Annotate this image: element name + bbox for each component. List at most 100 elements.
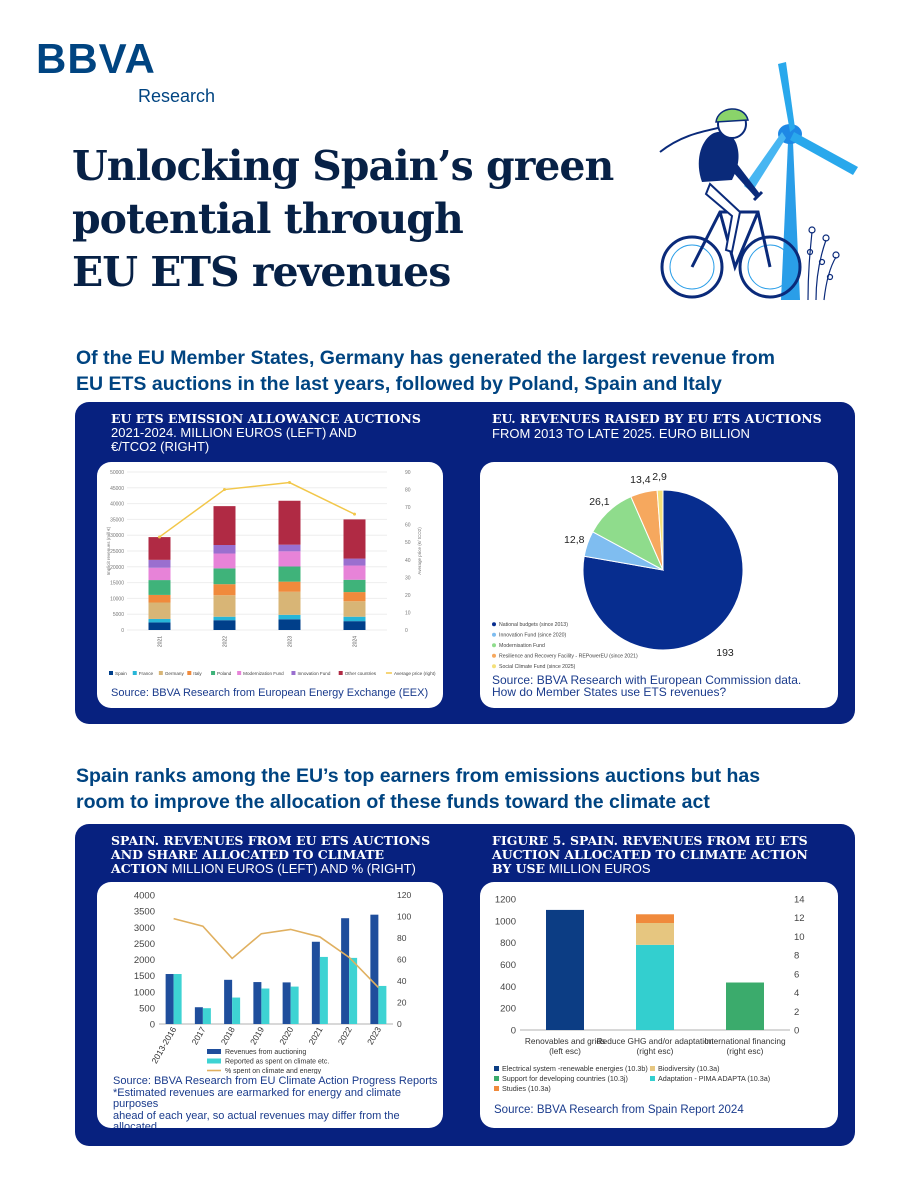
legend-swatch-germany bbox=[158, 671, 163, 675]
y-tick-label: 3500 bbox=[134, 907, 155, 918]
bike-rear-wheel bbox=[660, 235, 724, 299]
pie-value-label: 193 bbox=[716, 647, 734, 659]
y2-tick-label: 14 bbox=[794, 895, 805, 906]
legend-swatch-modernization-fund bbox=[237, 671, 242, 675]
y2-tick-label: 80 bbox=[397, 933, 407, 943]
bar-italy-2022 bbox=[213, 584, 236, 596]
bar-support-for-developing-countries-10-3j-international-financing-right-esc bbox=[726, 982, 764, 1030]
pie-value-label: 13,4 bbox=[630, 474, 651, 486]
legend-swatch-support-for-developing-countries-10-3j bbox=[494, 1076, 499, 1081]
y-tick-label: 2500 bbox=[134, 939, 155, 950]
legend-label-electrical-system-renewable-energies-10-3b: Electrical system -renewable energies (1… bbox=[502, 1064, 648, 1073]
y-tick-label: 200 bbox=[500, 1004, 516, 1015]
plants bbox=[806, 226, 840, 301]
turbine-blade-right bbox=[790, 132, 858, 175]
x-tick-label: 2018 bbox=[219, 1025, 237, 1047]
card3: 0 500 1000 1500 2000 2500 3000 3500 4000 0 20 40 60 8… bbox=[97, 882, 443, 1128]
bar-germany-2022 bbox=[213, 595, 236, 617]
bar-reported-as-spent-on-climate-etc-2017 bbox=[202, 1008, 211, 1024]
legend-label-spain: Spain bbox=[115, 671, 127, 676]
bar-reported-as-spent-on-climate-etc-2013-2016 bbox=[173, 974, 182, 1024]
y2-tick-label: 50 bbox=[405, 540, 411, 546]
bar-france-2022 bbox=[213, 616, 236, 621]
y2-tick-label: 40 bbox=[405, 558, 411, 564]
card4-source: Source: BBVA Research from Spain Report … bbox=[494, 1104, 744, 1116]
rider-legs bbox=[704, 182, 742, 254]
card3-title-3: ACTION bbox=[111, 861, 169, 876]
bar-reported-as-spent-on-climate-etc-2023 bbox=[378, 985, 387, 1024]
card1-chart: 0 5000 10000 15000 20000 25000 30000 35000 40000… bbox=[106, 470, 436, 676]
legend-swatch-other-countries bbox=[338, 671, 343, 675]
legend-label-innovation-fund-since-2020: Innovation Fund (since 2020) bbox=[499, 633, 566, 639]
x-tick-label: 2023 bbox=[365, 1025, 383, 1047]
bar-revenues-from-auctioning-2023 bbox=[370, 914, 379, 1024]
y2-tick-label: 70 bbox=[405, 505, 411, 511]
pie-slice-social-climate-fund-since-2025 bbox=[656, 489, 664, 571]
bar-revenues-from-auctioning-2022 bbox=[341, 918, 350, 1024]
card1-source: Source: BBVA Research from European Ener… bbox=[111, 687, 429, 699]
y-tick-label: 1000 bbox=[134, 987, 155, 998]
y2-tick-label: 10 bbox=[794, 932, 805, 943]
bar-innovation-fund-2024 bbox=[343, 558, 366, 566]
logo-subtitle: Research bbox=[138, 86, 216, 106]
bar-biodiversity-10-3a-reduce-ghg-and-or-adaptation-right-esc bbox=[636, 923, 674, 945]
y2-tick-label: 6 bbox=[794, 969, 799, 980]
card3-title-2: AND SHARE ALLOCATED TO CLIMATE bbox=[111, 847, 385, 862]
card3-source: Source: BBVA Research from EU Climate Ac… bbox=[113, 1075, 443, 1128]
y-tick-label: 4000 bbox=[134, 891, 155, 902]
y2-tick-label: 100 bbox=[397, 912, 411, 922]
legend-label-modernisation-fund: Modernisation Fund bbox=[499, 643, 545, 649]
card4-title-1: FIGURE 5. SPAIN. REVENUES FROM EU ETS bbox=[492, 833, 808, 848]
card2: 193 12,8 26,1 13,4 2,9 National budgets (sinc… bbox=[480, 462, 838, 708]
turbine-tower bbox=[781, 142, 800, 300]
section2-headline: Spain ranks among the EU’s top earners f… bbox=[76, 763, 760, 815]
legend-label-italy: Italy bbox=[193, 671, 202, 676]
y-tick-label: 15000 bbox=[110, 581, 124, 587]
card1-subtitle-2: €/TCO2 (RIGHT) bbox=[111, 439, 210, 454]
y2-tick-label: 30 bbox=[405, 575, 411, 581]
card4-subtitle: MILLION EUROS bbox=[545, 861, 651, 876]
legend-swatch-adaptation-pima-adapta-10-3a bbox=[650, 1076, 655, 1081]
percent-line bbox=[173, 917, 379, 989]
y-tick-label: 600 bbox=[500, 960, 516, 971]
legend-label-france: France bbox=[139, 671, 154, 676]
bike-front-wheel bbox=[738, 235, 802, 299]
cyclist-illustration bbox=[659, 62, 858, 301]
price-line bbox=[159, 481, 355, 538]
y-tick-label: 30000 bbox=[110, 533, 124, 539]
y2-tick-label: 12 bbox=[794, 913, 805, 924]
legend-label-other-countries: Other countries bbox=[345, 671, 377, 676]
legend-label-price: Average price (right) bbox=[394, 671, 436, 676]
legend-label-biodiversity-10-3a: Biodiversity (10.3a) bbox=[658, 1064, 720, 1073]
section2-headline-line-2: room to improve the allocation of these … bbox=[76, 791, 710, 813]
bar-modernization-fund-2023 bbox=[278, 551, 301, 567]
x-tick-label-sub: (right esc) bbox=[637, 1046, 674, 1056]
x-tick-label: 2021 bbox=[158, 636, 164, 647]
bar-other-countries-2023 bbox=[278, 500, 301, 545]
card2-subtitle: FROM 2013 TO LATE 2025. EURO BILLION bbox=[492, 426, 750, 441]
bar-innovation-fund-2022 bbox=[213, 544, 236, 554]
legend-label-poland: Poland bbox=[217, 671, 232, 676]
legend-swatch-social-climate-fund-since-2025 bbox=[492, 664, 496, 669]
y-tick-label: 2000 bbox=[134, 955, 155, 966]
y2-tick-label: 90 bbox=[405, 470, 411, 476]
legend-label-modernization-fund: Modernization Fund bbox=[243, 671, 284, 676]
bar-modernization-fund-2021 bbox=[148, 567, 171, 581]
y-tick-label: 0 bbox=[121, 628, 124, 634]
legend-label-germany: Germany bbox=[165, 671, 185, 676]
turbine-blade-left bbox=[744, 132, 786, 192]
y2-tick-label: 20 bbox=[397, 998, 407, 1008]
y2-tick-label: 0 bbox=[405, 628, 408, 634]
y-tick-label: 3000 bbox=[134, 923, 155, 934]
x-tick-label: 2020 bbox=[277, 1025, 295, 1047]
y2-axis-label: Average price (€/ tCO2) bbox=[417, 527, 422, 575]
bar-spain-2023 bbox=[278, 619, 301, 630]
bar-poland-2022 bbox=[213, 568, 236, 585]
bar-other-countries-2021 bbox=[148, 537, 171, 560]
bar-reported-as-spent-on-climate-etc-2022 bbox=[349, 957, 358, 1024]
x-tick-label: Renovables and grids bbox=[525, 1036, 605, 1046]
legend-swatch-france bbox=[132, 671, 137, 675]
card1-title: EU ETS EMISSION ALLOWANCE AUCTIONS bbox=[111, 411, 421, 426]
legend-label-national-budgets-since-2013: National budgets (since 2013) bbox=[499, 622, 568, 628]
x-tick-label: 2013-2016 bbox=[149, 1025, 178, 1065]
